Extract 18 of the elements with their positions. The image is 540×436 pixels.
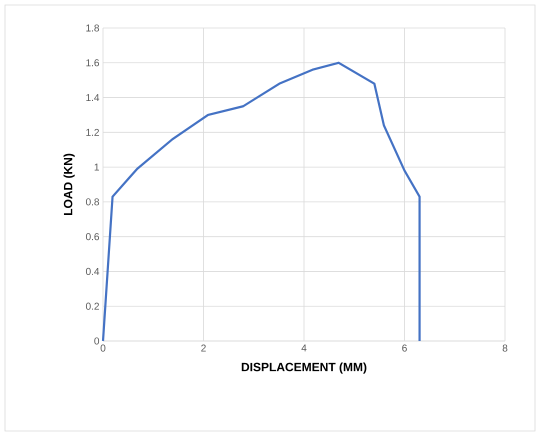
x-axis-title: DISPLACEMENT (MM): [242, 362, 366, 374]
x-tick-label: 0: [100, 344, 106, 352]
y-tick-label: 1.8: [86, 24, 100, 32]
line-series: [102, 62, 421, 342]
y-tick-label: 1.6: [86, 59, 100, 66]
x-tick-label: 6: [402, 344, 407, 352]
y-tick-label: 0.4: [86, 268, 100, 275]
y-tick-label: 1.2: [86, 128, 99, 136]
y-tick-label: 0.8: [86, 198, 100, 206]
y-tick-label: 0: [94, 337, 100, 345]
y-tick-label: 0.6: [86, 233, 100, 240]
y-tick-label: 1.4: [86, 94, 100, 101]
x-tick-label: 2: [201, 344, 206, 352]
y-tick-label: 1: [94, 164, 99, 171]
y-axis-title: LOAD (KN): [64, 154, 75, 216]
x-tick-label: 8: [502, 344, 508, 352]
y-tick-label: 0.2: [86, 302, 99, 310]
x-tick-label: 4: [301, 344, 306, 352]
